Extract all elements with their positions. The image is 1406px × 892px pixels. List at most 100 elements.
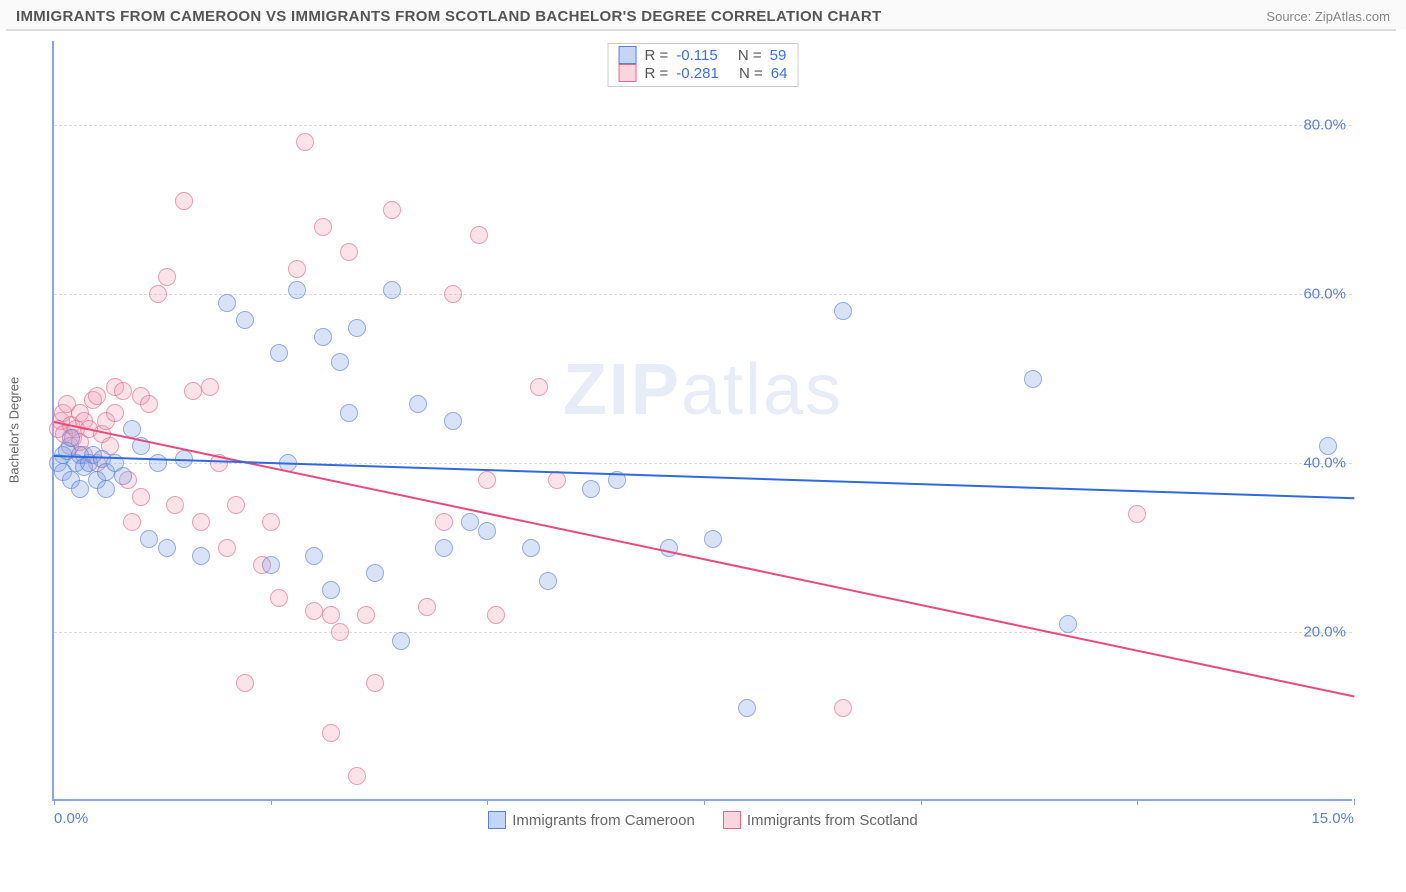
- point-cameroon: [392, 632, 410, 650]
- point-scotland: [140, 395, 158, 413]
- point-scotland: [470, 226, 488, 244]
- r-label: R =: [645, 65, 669, 82]
- point-scotland: [322, 724, 340, 742]
- point-cameroon: [383, 281, 401, 299]
- point-scotland: [227, 496, 245, 514]
- point-cameroon: [305, 547, 323, 565]
- point-cameroon: [97, 480, 115, 498]
- point-cameroon: [331, 353, 349, 371]
- point-cameroon: [158, 539, 176, 557]
- point-scotland: [487, 606, 505, 624]
- point-scotland: [296, 133, 314, 151]
- point-scotland: [106, 404, 124, 422]
- n-label: N =: [739, 65, 763, 82]
- legend-label: Immigrants from Cameroon: [512, 812, 695, 829]
- y-tick-label: 20.0%: [1303, 624, 1346, 641]
- point-scotland: [88, 387, 106, 405]
- point-cameroon: [270, 344, 288, 362]
- point-cameroon: [288, 281, 306, 299]
- point-cameroon: [1059, 615, 1077, 633]
- point-scotland: [444, 285, 462, 303]
- r-value: -0.281: [676, 65, 719, 82]
- swatch-pink-icon: [723, 811, 741, 829]
- plot-area: ZIPatlas R = -0.115 N = 59 R = -0.281 N …: [52, 41, 1352, 801]
- gridline: [54, 632, 1352, 633]
- point-cameroon: [71, 480, 89, 498]
- point-scotland: [348, 767, 366, 785]
- point-cameroon: [366, 564, 384, 582]
- point-scotland: [366, 674, 384, 692]
- y-tick-label: 80.0%: [1303, 117, 1346, 134]
- point-scotland: [383, 201, 401, 219]
- point-cameroon: [444, 412, 462, 430]
- gridline: [54, 294, 1352, 295]
- y-axis-label: Bachelor's Degree: [7, 377, 22, 484]
- x-tick: [271, 799, 272, 805]
- point-scotland: [322, 606, 340, 624]
- point-cameroon: [62, 429, 80, 447]
- legend-item-scotland: Immigrants from Scotland: [723, 811, 918, 829]
- point-cameroon: [348, 319, 366, 337]
- source-name: ZipAtlas.com: [1315, 9, 1390, 24]
- point-scotland: [834, 699, 852, 717]
- point-scotland: [123, 513, 141, 531]
- x-tick-label: 15.0%: [1311, 810, 1354, 827]
- point-scotland: [166, 496, 184, 514]
- r-value: -0.115: [676, 47, 717, 64]
- point-cameroon: [834, 302, 852, 320]
- point-cameroon: [340, 404, 358, 422]
- source-attribution: Source: ZipAtlas.com: [1266, 9, 1390, 24]
- n-label: N =: [738, 47, 762, 64]
- point-cameroon: [738, 699, 756, 717]
- x-tick: [704, 799, 705, 805]
- x-tick-label: 0.0%: [54, 810, 88, 827]
- point-scotland: [314, 218, 332, 236]
- point-scotland: [288, 260, 306, 278]
- chart-title: IMMIGRANTS FROM CAMEROON VS IMMIGRANTS F…: [16, 8, 882, 25]
- swatch-blue-icon: [619, 46, 637, 64]
- swatch-blue-icon: [488, 811, 506, 829]
- point-cameroon: [539, 572, 557, 590]
- point-cameroon: [478, 522, 496, 540]
- point-scotland: [192, 513, 210, 531]
- point-scotland: [340, 243, 358, 261]
- correlation-row-cameroon: R = -0.115 N = 59: [619, 46, 788, 64]
- point-scotland: [201, 378, 219, 396]
- x-tick: [921, 799, 922, 805]
- x-tick: [1354, 799, 1355, 805]
- r-label: R =: [645, 47, 669, 64]
- point-cameroon: [218, 294, 236, 312]
- point-scotland: [530, 378, 548, 396]
- point-scotland: [149, 285, 167, 303]
- point-scotland: [305, 602, 323, 620]
- gridline: [54, 125, 1352, 126]
- point-cameroon: [704, 530, 722, 548]
- point-scotland: [270, 589, 288, 607]
- n-value: 59: [770, 47, 787, 64]
- point-cameroon: [236, 311, 254, 329]
- chart-container: Bachelor's Degree ZIPatlas R = -0.115 N …: [6, 29, 1396, 829]
- point-scotland: [478, 471, 496, 489]
- point-scotland: [158, 268, 176, 286]
- swatch-pink-icon: [619, 64, 637, 82]
- point-scotland: [184, 382, 202, 400]
- point-scotland: [1128, 505, 1146, 523]
- point-scotland: [357, 606, 375, 624]
- point-cameroon: [409, 395, 427, 413]
- correlation-row-scotland: R = -0.281 N = 64: [619, 64, 788, 82]
- point-scotland: [175, 192, 193, 210]
- y-tick-label: 40.0%: [1303, 455, 1346, 472]
- point-scotland: [331, 623, 349, 641]
- x-tick: [54, 799, 55, 805]
- series-legend: Immigrants from Cameroon Immigrants from…: [54, 811, 1352, 829]
- point-scotland: [435, 513, 453, 531]
- point-cameroon: [522, 539, 540, 557]
- correlation-legend: R = -0.115 N = 59 R = -0.281 N = 64: [608, 43, 799, 87]
- point-scotland: [218, 539, 236, 557]
- point-cameroon: [1319, 437, 1337, 455]
- point-scotland: [132, 488, 150, 506]
- n-value: 64: [771, 65, 788, 82]
- point-cameroon: [322, 581, 340, 599]
- y-tick-label: 60.0%: [1303, 286, 1346, 303]
- point-scotland: [418, 598, 436, 616]
